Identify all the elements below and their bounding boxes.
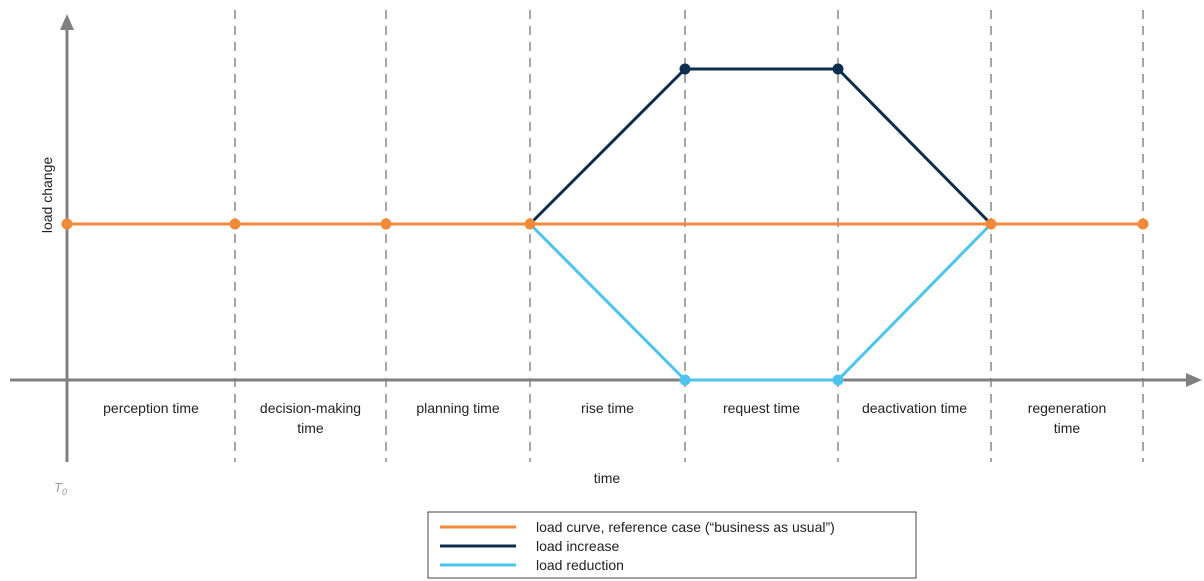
phase-boundaries bbox=[234, 10, 1144, 462]
data-point bbox=[229, 218, 241, 230]
y-axis-label: load change bbox=[39, 157, 55, 234]
legend-label: load increase bbox=[536, 538, 619, 554]
data-point bbox=[1137, 218, 1149, 230]
data-point bbox=[679, 374, 691, 386]
x-axis-label: time bbox=[594, 470, 621, 486]
y-axis-arrow bbox=[60, 14, 74, 30]
phase-label: perception time bbox=[103, 400, 199, 416]
x-axis-arrow bbox=[1186, 373, 1202, 387]
phase-label: deactivation time bbox=[862, 400, 967, 416]
phase-label: decision-making bbox=[260, 400, 361, 416]
data-point bbox=[832, 63, 844, 75]
phase-labels: perception time decision-making time planni… bbox=[103, 400, 1106, 436]
data-point bbox=[380, 218, 392, 230]
origin-label-subscript: 0 bbox=[62, 487, 67, 497]
axes bbox=[10, 14, 1202, 462]
origin-label-main: T bbox=[54, 480, 63, 495]
legend-label: load curve, reference case (“business as… bbox=[536, 519, 835, 535]
series-line bbox=[528, 67, 993, 226]
phase-label: regeneration bbox=[1028, 400, 1107, 416]
phase-label: rise time bbox=[581, 400, 634, 416]
legend: load curve, reference case (“business as… bbox=[427, 511, 917, 579]
data-point bbox=[524, 218, 536, 230]
phase-label: request time bbox=[723, 400, 800, 416]
data-point bbox=[832, 374, 844, 386]
series-lines bbox=[67, 67, 1143, 382]
origin-label: T0 bbox=[54, 480, 67, 497]
legend-label: load reduction bbox=[536, 557, 624, 573]
series-points bbox=[61, 63, 1149, 386]
data-point bbox=[61, 218, 73, 230]
phase-label: time bbox=[297, 420, 324, 436]
phase-label: planning time bbox=[416, 400, 499, 416]
phase-label: time bbox=[1054, 420, 1081, 436]
data-point bbox=[679, 63, 691, 75]
series-line bbox=[528, 222, 993, 382]
data-point bbox=[985, 218, 997, 230]
